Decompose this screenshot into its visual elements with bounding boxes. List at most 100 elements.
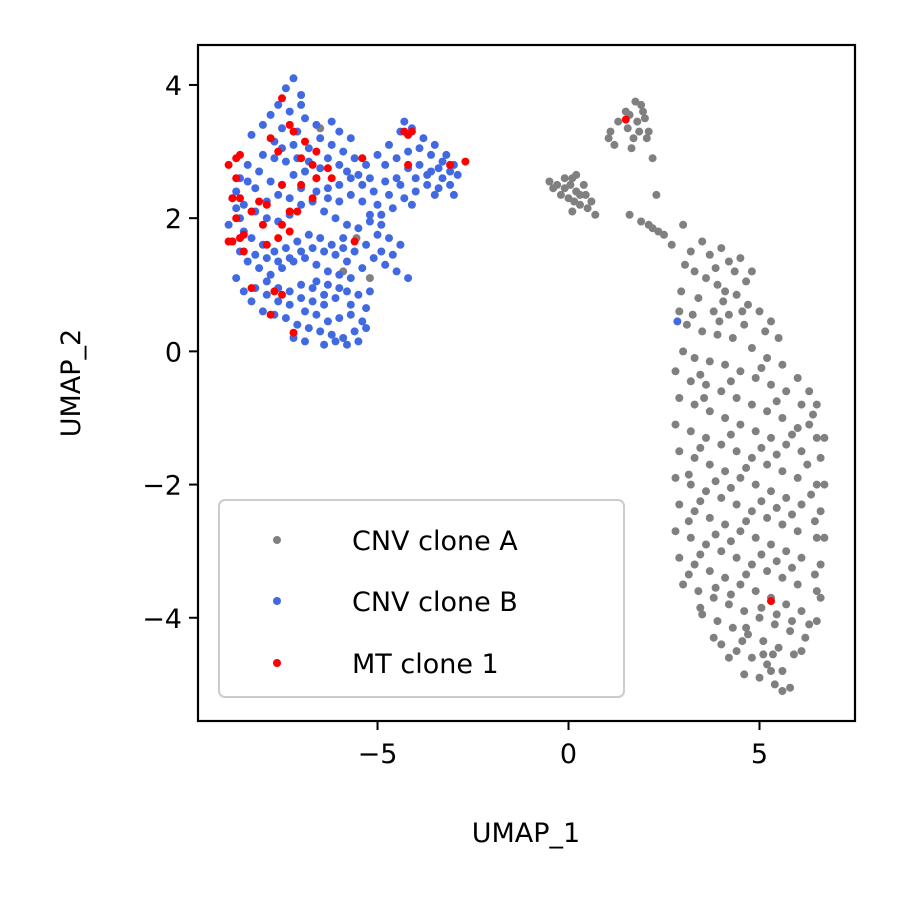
data-point — [385, 140, 393, 149]
data-point — [690, 400, 699, 409]
data-point — [358, 180, 367, 189]
data-point — [278, 220, 286, 229]
data-point — [255, 264, 264, 273]
data-point — [757, 603, 766, 612]
data-point — [320, 247, 329, 256]
data-point — [232, 274, 241, 283]
data-point — [757, 364, 766, 372]
data-point — [709, 593, 718, 602]
data-point — [721, 520, 730, 529]
data-point — [461, 157, 470, 166]
data-point — [763, 407, 772, 416]
data-point — [696, 603, 705, 612]
data-point — [335, 197, 344, 206]
data-point — [761, 327, 770, 336]
data-point — [767, 433, 775, 442]
data-point — [430, 140, 439, 149]
data-point — [404, 160, 413, 169]
data-point — [381, 260, 390, 269]
data-point — [755, 307, 764, 316]
data-point — [396, 180, 405, 189]
data-point — [247, 207, 256, 216]
data-point — [812, 617, 821, 626]
data-point — [549, 184, 558, 193]
data-point — [696, 550, 705, 559]
data-point — [694, 587, 703, 596]
data-point — [285, 227, 294, 236]
data-point — [667, 240, 676, 249]
data-point — [438, 157, 447, 166]
data-point — [572, 170, 581, 179]
legend-label: CNV clone A — [352, 526, 518, 557]
data-point — [545, 177, 554, 186]
data-point — [556, 190, 565, 199]
data-point — [304, 324, 313, 333]
data-point — [751, 533, 760, 542]
data-point — [709, 307, 718, 316]
data-point — [285, 254, 294, 263]
data-point — [711, 477, 720, 486]
data-point — [767, 597, 775, 606]
plot-frame — [196, 43, 857, 723]
data-point — [642, 134, 651, 143]
data-point — [610, 140, 619, 149]
data-point — [621, 115, 630, 124]
data-point — [702, 380, 710, 389]
data-point — [772, 610, 781, 619]
data-point — [711, 530, 720, 539]
data-point — [797, 553, 806, 562]
data-point — [297, 200, 306, 209]
data-point — [327, 174, 336, 183]
data-point — [635, 127, 644, 136]
data-point — [747, 267, 756, 276]
data-point — [255, 167, 264, 176]
data-point — [797, 607, 806, 616]
data-point — [301, 114, 309, 123]
data-point — [637, 217, 646, 226]
data-point — [236, 150, 244, 159]
data-point — [721, 414, 730, 422]
data-point — [583, 204, 592, 213]
data-point — [711, 583, 720, 592]
data-point — [278, 180, 286, 189]
data-point — [312, 187, 321, 196]
data-point — [652, 190, 661, 199]
data-point — [713, 330, 722, 339]
data-point — [732, 647, 741, 656]
data-point — [266, 177, 275, 186]
data-point — [681, 260, 689, 269]
data-point — [705, 250, 714, 259]
data-point — [446, 160, 455, 169]
data-point — [251, 184, 260, 193]
data-point — [453, 170, 462, 179]
data-point — [434, 184, 443, 193]
data-point — [354, 170, 363, 179]
data-point — [312, 260, 321, 269]
data-point — [312, 147, 321, 156]
data-point — [726, 537, 735, 546]
data-point — [640, 114, 649, 123]
data-point — [316, 134, 325, 143]
data-point — [270, 154, 279, 163]
data-point — [247, 297, 256, 306]
data-point — [335, 314, 344, 323]
data-point — [323, 267, 332, 276]
y-tick-label: −4 — [142, 604, 182, 635]
data-point — [258, 150, 267, 159]
data-point — [770, 680, 779, 689]
data-point — [820, 533, 829, 542]
data-point — [660, 230, 668, 239]
data-point — [690, 507, 699, 516]
data-point — [682, 320, 691, 329]
data-point — [258, 307, 267, 316]
data-point — [446, 180, 455, 189]
data-point — [255, 197, 264, 206]
data-point — [788, 617, 796, 626]
data-point — [717, 547, 726, 556]
data-point — [782, 493, 791, 502]
data-point — [297, 294, 306, 303]
series-mt-clone-1 — [224, 94, 775, 606]
data-point — [812, 587, 821, 596]
data-point — [301, 337, 309, 346]
